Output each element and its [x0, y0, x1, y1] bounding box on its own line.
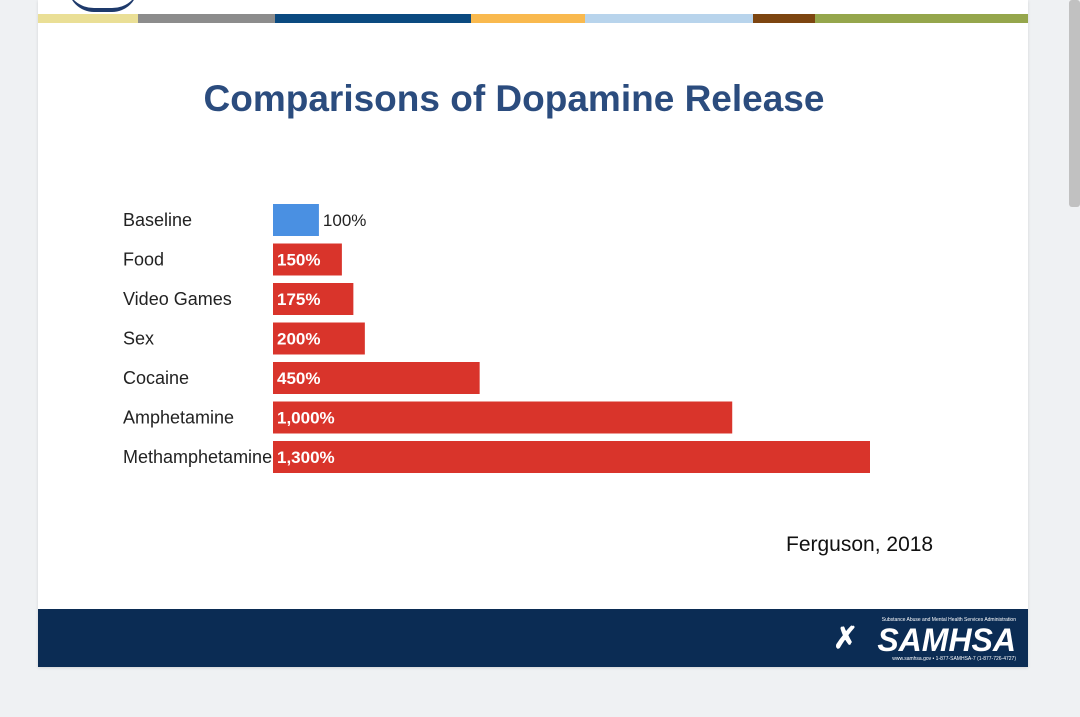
header-logo — [68, 0, 138, 12]
stripe-segment — [815, 14, 1028, 23]
scrollbar[interactable] — [1069, 0, 1080, 207]
value-label: 1,300% — [277, 448, 335, 467]
stripe-segment — [753, 14, 815, 23]
dopamine-bar-chart: Baseline 100% Food 150% Video Games 175% Sex 20… — [123, 204, 870, 473]
bar — [273, 283, 354, 315]
bar — [273, 401, 733, 434]
stripe-segment — [275, 14, 471, 23]
bar — [273, 322, 365, 355]
value-label: 1,000% — [277, 409, 335, 428]
category-label: Cocaine — [123, 368, 189, 388]
value-label: 450% — [277, 369, 320, 388]
slide-title: Comparisons of Dopamine Release — [203, 78, 825, 119]
stripe-segment — [471, 14, 585, 23]
category-label: Sex — [123, 329, 154, 349]
category-label: Video Games — [123, 289, 232, 309]
value-label: 200% — [277, 330, 320, 349]
bar — [273, 441, 870, 473]
slide — [38, 0, 1028, 667]
bar — [273, 362, 480, 394]
color-stripe-bar — [38, 14, 1028, 23]
bar — [273, 243, 342, 276]
category-label: Baseline — [123, 210, 192, 230]
value-label: 150% — [277, 251, 320, 270]
value-label: 100% — [323, 211, 366, 230]
stripe-segment — [38, 14, 138, 23]
stripe-segment — [585, 14, 753, 23]
category-label: Amphetamine — [123, 408, 234, 428]
bar — [273, 204, 319, 236]
category-label: Methamphetamine — [123, 447, 272, 467]
category-label: Food — [123, 250, 164, 270]
value-label: 175% — [277, 290, 320, 309]
citation: Ferguson, 2018 — [786, 533, 934, 556]
stripe-segment — [138, 14, 275, 23]
